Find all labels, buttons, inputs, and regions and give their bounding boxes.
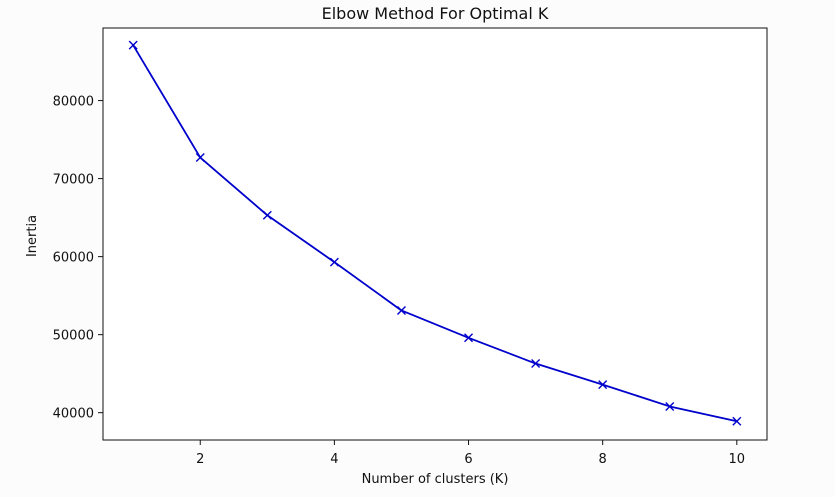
data-point-marker xyxy=(531,359,541,369)
chart-title: Elbow Method For Optimal K xyxy=(322,4,549,23)
x-tick-label: 8 xyxy=(599,452,607,467)
y-tick-label: 60000 xyxy=(53,251,94,266)
data-series xyxy=(128,40,742,426)
data-point-marker xyxy=(665,401,675,411)
x-axis-label: Number of clusters (K) xyxy=(362,472,509,487)
x-tick-label: 2 xyxy=(196,452,204,467)
x-tick-label: 10 xyxy=(729,452,746,467)
data-point-marker xyxy=(329,257,339,267)
y-axis-ticks: 40000 50000 60000 70000 80000 xyxy=(53,95,103,422)
data-point-marker xyxy=(396,305,406,315)
y-tick-label: 80000 xyxy=(53,95,94,110)
data-point-marker xyxy=(128,40,138,50)
y-axis-label: Inertia xyxy=(25,215,40,257)
y-tick-label: 40000 xyxy=(53,407,94,422)
y-tick-label: 50000 xyxy=(53,329,94,344)
data-point-marker xyxy=(732,416,742,426)
data-point-marker xyxy=(464,333,474,343)
x-tick-label: 6 xyxy=(464,452,472,467)
data-point-marker xyxy=(262,210,272,220)
data-point-marker xyxy=(598,380,608,390)
y-tick-label: 70000 xyxy=(53,173,94,188)
x-tick-label: 4 xyxy=(330,452,338,467)
x-axis-ticks: 2 4 6 8 10 xyxy=(196,440,745,467)
series-line xyxy=(132,44,738,423)
data-point-marker xyxy=(195,153,205,163)
plot-area xyxy=(102,27,768,441)
